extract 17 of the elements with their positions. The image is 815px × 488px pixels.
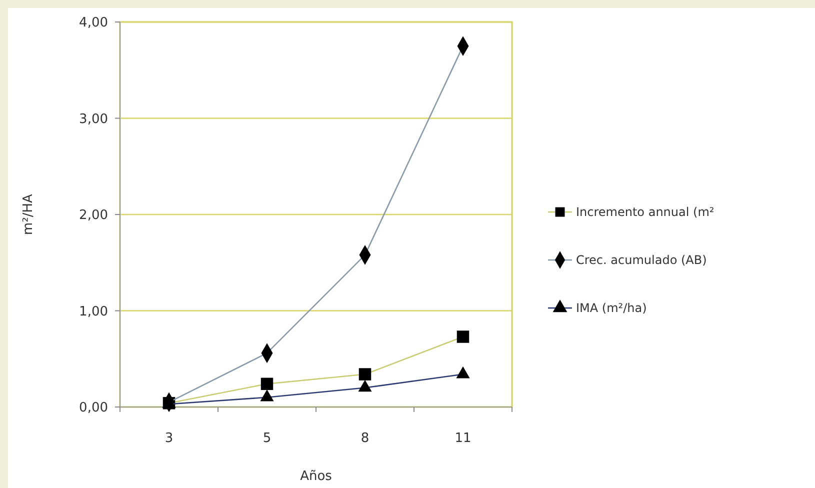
point: [456, 330, 470, 343]
y-tick-label: 1,00: [79, 304, 108, 320]
point: [260, 378, 274, 390]
x-axis-title: Años: [300, 469, 332, 484]
legend-label: Crec. acumulado (AB): [576, 253, 707, 268]
y-tick-label: 0,00: [79, 400, 108, 416]
x-tick-label: 11: [454, 431, 472, 446]
legend-label: IMA (m²/ha): [576, 301, 647, 316]
y-tick-label: 2,00: [79, 208, 108, 224]
y-tick-label: 3,00: [79, 112, 108, 127]
x-tick-label: 8: [360, 431, 370, 446]
legend-label: Incremento annual (m²: [576, 205, 714, 220]
y-tick-label: 4,00: [79, 16, 108, 31]
x-tick-label: 3: [164, 431, 174, 446]
y-axis-title: m²/HA: [21, 194, 36, 235]
point: [358, 368, 372, 380]
x-tick-label: 5: [262, 431, 272, 446]
